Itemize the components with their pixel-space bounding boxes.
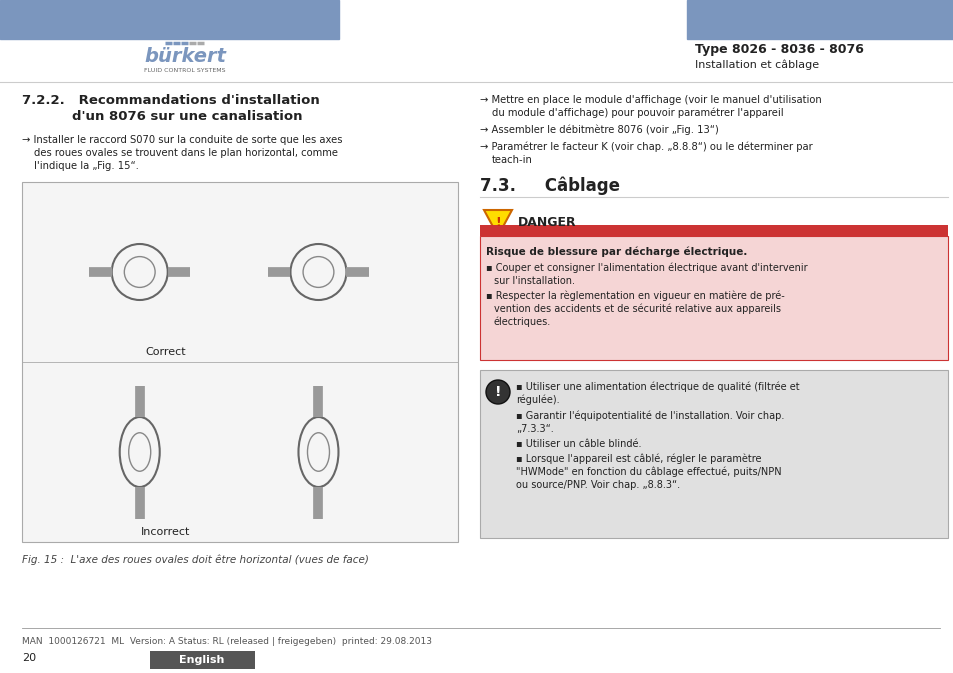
Text: Incorrect: Incorrect [141, 527, 191, 537]
Text: MAN  1000126721  ML  Version: A Status: RL (released | freigegeben)  printed: 29: MAN 1000126721 ML Version: A Status: RL … [22, 637, 432, 645]
Text: 7.3.     Câblage: 7.3. Câblage [479, 177, 619, 195]
Text: 20: 20 [22, 653, 36, 663]
Text: ▪ Lorsque l'appareil est câblé, régler le paramètre: ▪ Lorsque l'appareil est câblé, régler l… [516, 454, 760, 464]
Text: ▪ Couper et consigner l'alimentation électrique avant d'intervenir: ▪ Couper et consigner l'alimentation éle… [485, 262, 807, 273]
Text: !: ! [495, 215, 500, 229]
Text: ▪ Respecter la règlementation en vigueur en matière de pré-: ▪ Respecter la règlementation en vigueur… [485, 291, 784, 302]
Text: du module d'affichage) pour pouvoir paramétrer l'appareil: du module d'affichage) pour pouvoir para… [492, 108, 782, 118]
Bar [22, 182, 457, 542]
Text: ▪ Utiliser une alimentation électrique de qualité (filtrée et: ▪ Utiliser une alimentation électrique d… [516, 382, 799, 392]
Text: régulée).: régulée). [516, 395, 559, 405]
Text: ▪ Garantir l'équipotentialité de l'installation. Voir chap.: ▪ Garantir l'équipotentialité de l'insta… [516, 411, 783, 421]
Text: ▪ Utiliser un câble blindé.: ▪ Utiliser un câble blindé. [516, 439, 640, 449]
Text: ou source/PNP. Voir chap. „8.8.3“.: ou source/PNP. Voir chap. „8.8.3“. [516, 480, 679, 490]
Text: d'un 8076 sur une canalisation: d'un 8076 sur une canalisation [71, 110, 302, 122]
Text: bürkert: bürkert [144, 46, 226, 65]
Text: sur l'installation.: sur l'installation. [494, 276, 575, 286]
Text: DANGER: DANGER [517, 215, 576, 229]
Text: vention des accidents et de sécurité relative aux appareils: vention des accidents et de sécurité rel… [494, 304, 781, 314]
Text: → Mettre en place le module d'affichage (voir le manuel d'utilisation: → Mettre en place le module d'affichage … [479, 95, 821, 105]
Text: 7.2.2.   Recommandations d'installation: 7.2.2. Recommandations d'installation [22, 94, 319, 106]
Text: → Paramétrer le facteur K (voir chap. „8.8.8“) ou le déterminer par: → Paramétrer le facteur K (voir chap. „8… [479, 142, 812, 152]
Text: „7.3.3“.: „7.3.3“. [516, 424, 553, 434]
Text: des roues ovales se trouvent dans le plan horizontal, comme: des roues ovales se trouvent dans le pla… [34, 148, 337, 158]
Text: électriques.: électriques. [494, 317, 551, 327]
Bar [686, 0, 953, 39]
Text: Type 8026 - 8036 - 8076: Type 8026 - 8036 - 8076 [694, 44, 862, 57]
Text: FLUID CONTROL SYSTEMS: FLUID CONTROL SYSTEMS [144, 67, 226, 73]
Text: Risque de blessure par décharge électrique.: Risque de blessure par décharge électriq… [485, 247, 746, 257]
Text: English: English [179, 655, 225, 665]
Text: Fig. 15 :  L'axe des roues ovales doit être horizontal (vues de face): Fig. 15 : L'axe des roues ovales doit êt… [22, 555, 369, 565]
Text: "HWMode" en fonction du câblage effectué, puits/NPN: "HWMode" en fonction du câblage effectué… [516, 467, 781, 477]
Text: !: ! [495, 385, 500, 399]
Polygon shape [483, 210, 512, 236]
Bar [150, 651, 254, 669]
Text: Correct: Correct [146, 347, 186, 357]
Text: l'indique la „Fig. 15“.: l'indique la „Fig. 15“. [34, 161, 139, 171]
Text: → Assembler le débitmètre 8076 (voir „Fig. 13“): → Assembler le débitmètre 8076 (voir „Fi… [479, 125, 718, 135]
Bar [0, 0, 338, 39]
Bar [479, 370, 947, 538]
Text: Installation et câblage: Installation et câblage [694, 60, 818, 70]
Bar [479, 236, 947, 360]
Bar [479, 225, 947, 236]
Circle shape [485, 380, 510, 404]
Text: teach-in: teach-in [492, 155, 533, 165]
Text: → Installer le raccord S070 sur la conduite de sorte que les axes: → Installer le raccord S070 sur la condu… [22, 135, 342, 145]
